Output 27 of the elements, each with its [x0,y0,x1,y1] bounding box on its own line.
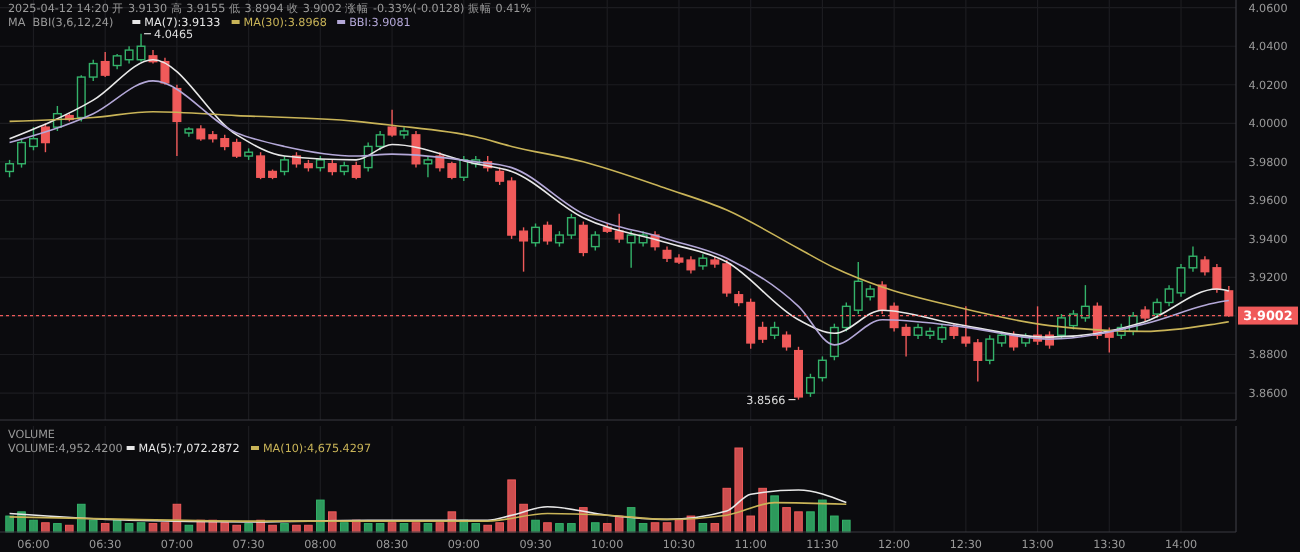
bar [387,522,397,533]
line-series [8,110,1230,333]
candlestick [578,220,588,257]
candlestick [387,109,397,138]
bar [280,523,289,533]
candlestick [40,122,50,153]
candlestick [423,155,433,178]
bar [423,523,433,533]
candlestick [531,222,541,248]
candlestick [100,51,110,78]
bar [543,522,552,533]
candlestick [782,330,792,352]
bar [316,499,325,533]
bar [244,523,253,533]
candlestick [542,220,552,246]
bar [53,523,62,533]
candlestick [280,155,289,177]
bar [698,523,708,533]
candlestick [590,230,600,252]
bar [339,522,349,533]
candlestick [160,57,170,86]
bar [770,495,779,533]
bar [100,523,110,533]
bar [41,522,50,533]
bar [531,519,540,533]
candlestick [172,84,182,157]
bar [590,522,600,533]
